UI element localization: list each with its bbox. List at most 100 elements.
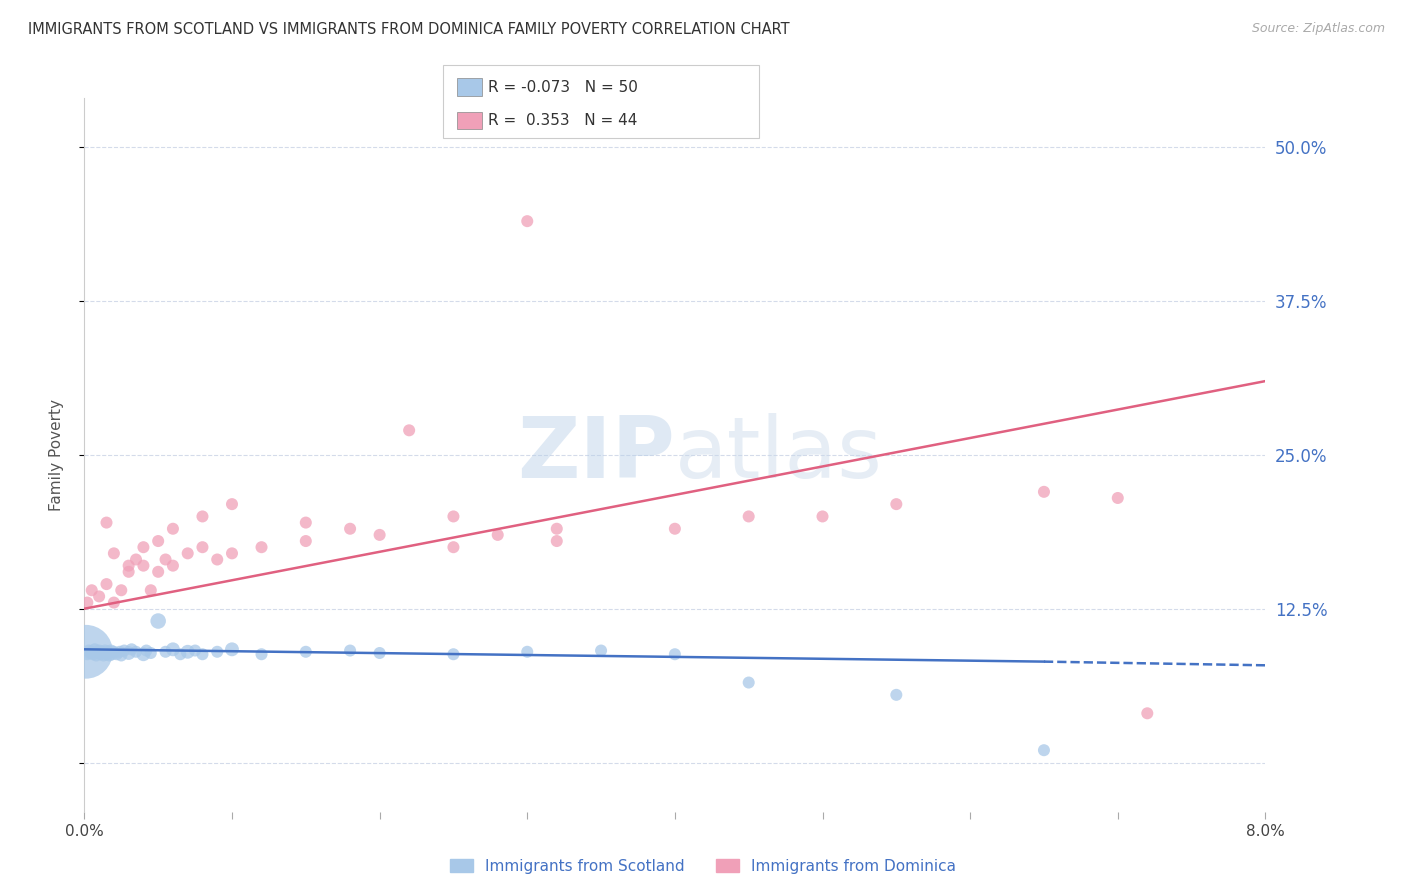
Point [443,647,465,661]
Point [79,646,101,660]
Point [80,645,103,659]
Point [96,516,118,530]
Point [82,647,104,661]
Point [443,540,465,554]
Text: R = -0.073   N = 50: R = -0.073 N = 50 [488,80,638,95]
Point [546,534,568,549]
Text: IMMIGRANTS FROM SCOTLAND VS IMMIGRANTS FROM DOMINICA FAMILY POVERTY CORRELATION : IMMIGRANTS FROM SCOTLAND VS IMMIGRANTS F… [28,22,790,37]
Point [191,540,214,554]
Point [221,642,243,657]
Point [98,648,121,663]
Point [97,645,120,659]
Y-axis label: Family Poverty: Family Poverty [49,399,63,511]
Point [86,645,108,659]
Point [105,647,128,661]
Point [664,522,686,536]
Text: ZIP: ZIP [517,413,675,497]
Point [148,565,170,579]
Point [94,643,117,657]
Point [886,497,908,511]
Point [121,642,143,657]
Point [443,509,465,524]
Point [84,648,107,663]
Point [148,614,170,628]
Point [486,528,509,542]
Point [205,552,228,566]
Point [139,646,162,660]
Point [132,540,155,554]
Point [162,558,184,573]
Point [93,648,115,663]
Point [205,645,228,659]
Point [295,516,318,530]
Point [1136,706,1159,721]
Point [339,522,361,536]
Point [664,647,686,661]
Point [177,546,200,560]
Point [250,540,273,554]
Legend: Immigrants from Scotland, Immigrants from Dominica: Immigrants from Scotland, Immigrants fro… [444,853,962,880]
Point [139,583,162,598]
Point [75,645,97,659]
Point [103,546,125,560]
Point [148,534,170,549]
Point [89,643,111,657]
Point [108,645,131,659]
Point [295,645,318,659]
Point [516,214,538,228]
Point [110,648,132,663]
Point [339,643,361,657]
Point [368,646,391,660]
Point [162,642,184,657]
Point [1032,743,1054,757]
Point [103,596,125,610]
Point [177,645,200,659]
Point [100,643,122,657]
Point [221,546,243,560]
Point [77,643,100,657]
Point [83,642,105,657]
Point [191,647,214,661]
Point [76,647,98,661]
Point [76,596,98,610]
Point [546,522,568,536]
Point [184,643,207,657]
Point [90,647,112,661]
Point [132,558,155,573]
Point [398,423,420,437]
Point [118,558,141,573]
Point [110,583,132,598]
Point [737,509,759,524]
Point [135,643,157,657]
Point [118,646,141,660]
Point [250,647,273,661]
Text: R =  0.353   N = 44: R = 0.353 N = 44 [488,113,637,128]
Point [101,647,124,661]
Point [516,645,538,659]
Point [591,643,613,657]
Point [155,645,177,659]
Point [191,509,214,524]
Point [89,590,111,604]
Point [1107,491,1129,505]
Point [162,522,184,536]
Point [155,552,177,566]
Point [811,509,834,524]
Point [125,645,148,659]
Point [1032,484,1054,499]
Point [118,565,141,579]
Point [96,647,118,661]
Point [96,577,118,591]
Point [132,647,155,661]
Point [91,645,114,659]
Point [125,552,148,566]
Text: Source: ZipAtlas.com: Source: ZipAtlas.com [1251,22,1385,36]
Point [80,583,103,598]
Point [169,647,191,661]
Point [112,643,135,657]
Point [886,688,908,702]
Point [737,675,759,690]
Point [368,528,391,542]
Text: atlas: atlas [675,413,883,497]
Point [295,534,318,549]
